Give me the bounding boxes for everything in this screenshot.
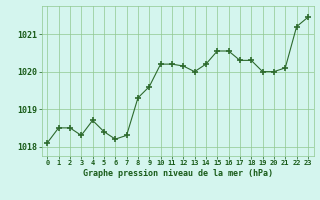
X-axis label: Graphe pression niveau de la mer (hPa): Graphe pression niveau de la mer (hPa) <box>83 169 273 178</box>
